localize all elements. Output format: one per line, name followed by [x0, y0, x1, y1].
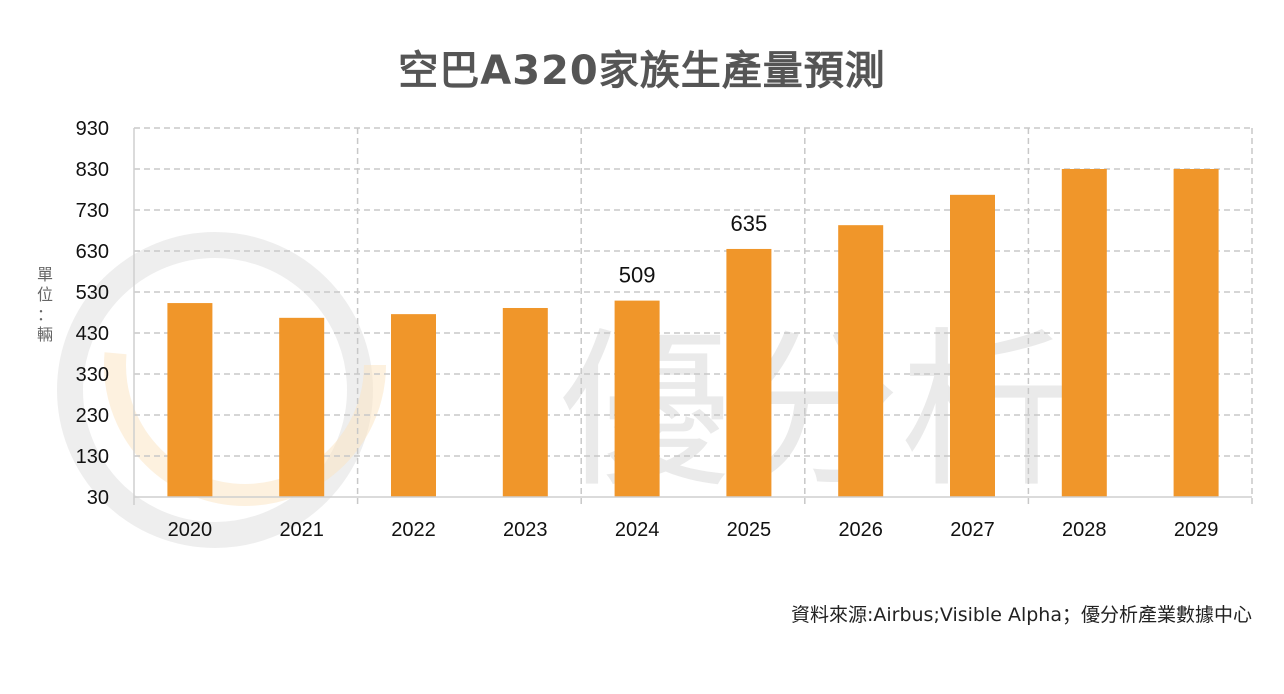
bar-2029: [1173, 169, 1219, 497]
x-tick-label: 2021: [279, 519, 324, 541]
x-tick-label: 2028: [1062, 519, 1107, 541]
bar-2028: [1061, 169, 1107, 497]
y-tick-label: 830: [76, 159, 109, 181]
chart-title: 空巴A320家族生產量預測: [398, 48, 886, 94]
bar-2024: [614, 300, 660, 497]
x-tick-label: 2022: [391, 519, 436, 541]
y-tick-label: 730: [76, 200, 109, 222]
y-tick-label: 330: [76, 364, 109, 386]
data-labels: 509 635: [619, 211, 768, 288]
x-tick-labels: 2020 2021 2022 2023 2024 2025 2026 2027 2028 2029: [168, 519, 1219, 541]
y-axis-label: 單 位 ： 輛: [34, 265, 56, 345]
x-tick-label: 2023: [503, 519, 548, 541]
x-tick-label: 2020: [168, 519, 213, 541]
bar-2026: [838, 225, 884, 498]
watermark-logo-arc-icon: [104, 224, 386, 506]
y-tick-label: 230: [76, 405, 109, 427]
data-label-2025: 635: [731, 211, 768, 236]
y-tick-label: 130: [76, 446, 109, 468]
watermark-logo-ring-icon: [57, 232, 373, 548]
watermark: 優分析: [57, 224, 1070, 548]
bar-2025: [726, 248, 772, 497]
x-tick-label: 2029: [1174, 519, 1219, 541]
y-tick-label: 930: [76, 118, 109, 140]
bars: [167, 169, 1219, 498]
y-axis-label-char: 單: [36, 265, 53, 284]
bar-2020: [167, 303, 213, 497]
y-tick-label: 430: [76, 323, 109, 345]
y-tick-labels: 30 130 230 330 430 530 630 730 830 930: [76, 118, 109, 509]
y-axis-label-char: 位: [36, 285, 53, 304]
x-tick-label: 2025: [727, 519, 772, 541]
source-note: 資料來源:Airbus;Visible Alpha；優分析產業數據中心: [790, 604, 1252, 626]
x-tick-label: 2024: [615, 519, 660, 541]
y-tick-label: 530: [76, 282, 109, 304]
data-label-2024: 509: [619, 263, 656, 288]
y-tick-label: 630: [76, 241, 109, 263]
bar-2023: [502, 307, 548, 497]
y-axis-label-char: 輛: [36, 325, 53, 344]
y-axis-label-char: ：: [36, 305, 53, 324]
y-tick-label: 30: [87, 487, 109, 509]
bar-2022: [391, 314, 436, 497]
bar-2021: [279, 317, 325, 497]
x-tick-label: 2027: [950, 519, 995, 541]
x-tick-label: 2026: [838, 519, 883, 541]
bar-2027: [950, 194, 995, 497]
axes: [133, 128, 1252, 505]
